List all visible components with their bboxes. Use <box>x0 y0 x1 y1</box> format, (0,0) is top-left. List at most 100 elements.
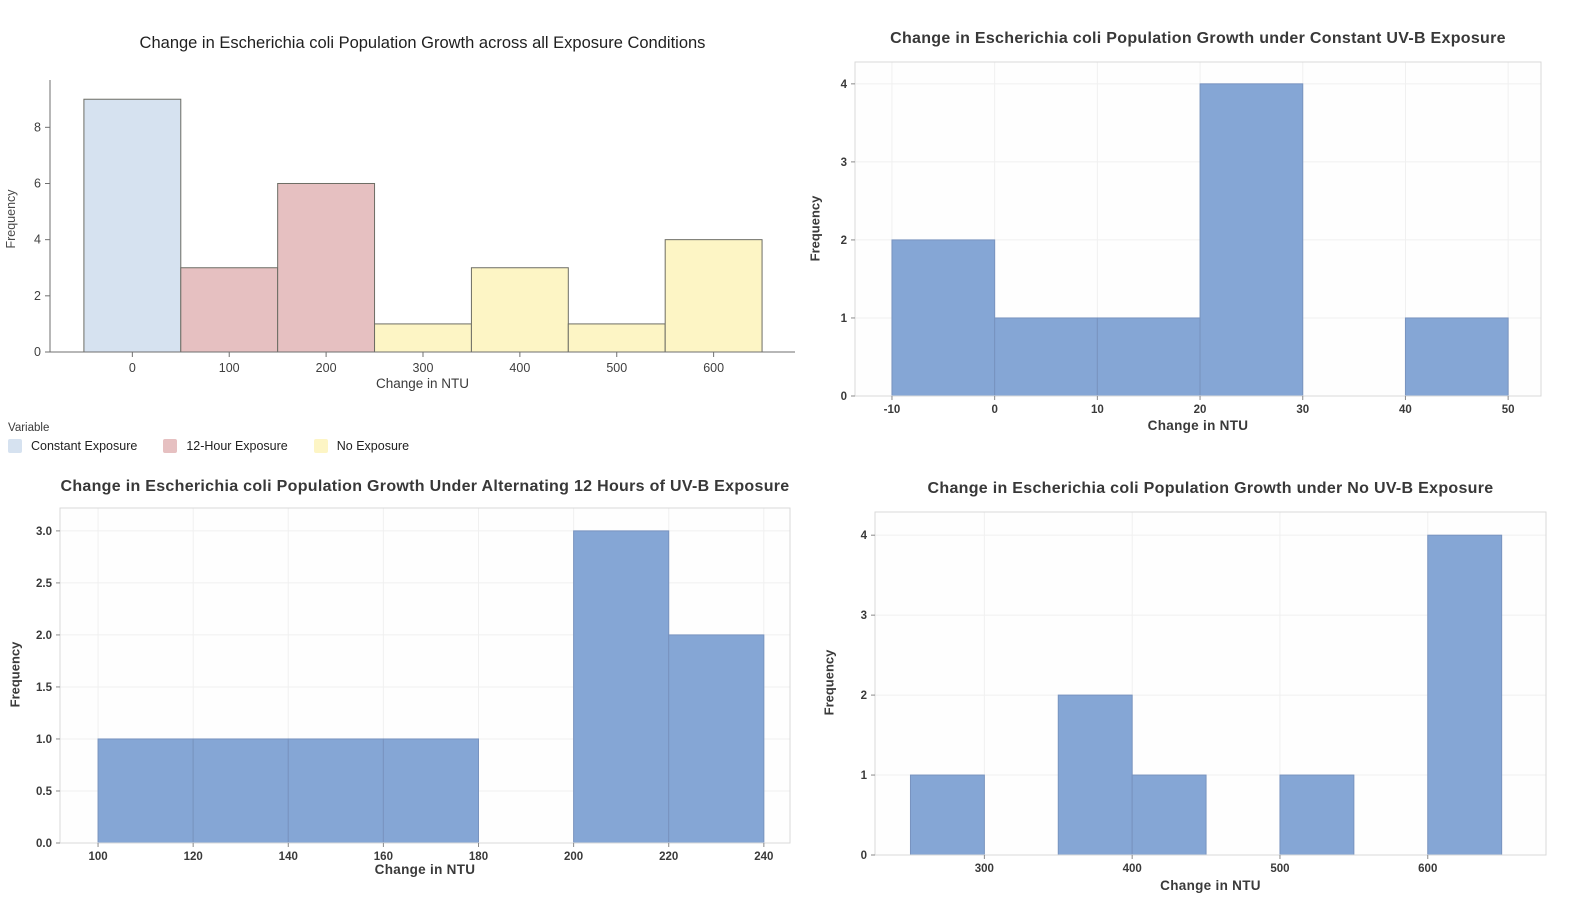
x-tick-label: 100 <box>88 851 107 863</box>
histogram-bar <box>1131 774 1207 856</box>
plot-border <box>874 511 1547 856</box>
chart-title: Change in Escherichia coli Population Gr… <box>139 34 706 52</box>
x-tick-label: 0 <box>129 361 136 375</box>
chart-no-uvb-exposure: Change in Escherichia coli Population Gr… <box>810 460 1573 919</box>
y-tick-label: 4 <box>34 233 41 247</box>
y-tick-label: 6 <box>34 176 41 190</box>
histogram-bar <box>470 267 569 353</box>
x-tick-label: 160 <box>374 851 393 863</box>
legend-title: Variable <box>8 422 50 434</box>
x-tick-label: 400 <box>509 361 530 375</box>
x-tick-label: 140 <box>279 851 298 863</box>
histogram-plot-all-conditions: 0 100 200 300 400 500 600 0 2 4 6 8 <box>34 80 795 375</box>
y-axis-label: Frequency <box>821 649 837 716</box>
x-tick-label: 500 <box>1270 863 1289 875</box>
x-tick-label: 600 <box>703 361 724 375</box>
histogram-plot-alternating-exposure: 100 120 140 160 180 200 220 240 0.0 0.5 1.0 1.5 2.0 2… <box>36 507 791 863</box>
x-tick-label: 30 <box>1296 404 1309 416</box>
legend-label: 12-Hour Exposure <box>186 439 288 453</box>
y-axis-label: Frequency <box>807 195 823 262</box>
legend-swatch-12-hour-exposure <box>163 439 178 453</box>
y-tick-label: 3.0 <box>36 526 52 538</box>
y-tick-label: 2.0 <box>36 630 52 642</box>
x-axis-label: Change in NTU <box>1147 418 1249 433</box>
histogram-bar <box>83 98 182 353</box>
x-tick-label: 10 <box>1091 404 1104 416</box>
y-tick-label: 4 <box>861 530 868 542</box>
x-tick-label: 0 <box>991 404 997 416</box>
legend-item-no-exposure: No Exposure <box>313 439 410 453</box>
histogram-bar <box>1199 83 1304 397</box>
histogram-bar <box>374 323 472 353</box>
y-axis-label: Frequency <box>7 641 23 708</box>
histogram-bar <box>382 738 480 844</box>
y-tick-label: 2 <box>34 289 41 303</box>
legend-label: Constant Exposure <box>31 439 138 453</box>
plot-border <box>854 61 1542 397</box>
x-tick-label: 100 <box>219 361 240 375</box>
histogram-bar <box>192 738 289 844</box>
x-tick-label: 200 <box>316 361 337 375</box>
legend-item-constant-exposure: Constant Exposure <box>8 439 137 453</box>
x-tick-label: 120 <box>184 851 203 863</box>
histogram-bar <box>1057 694 1133 856</box>
histogram-plot-constant-exposure: -10 0 10 20 30 40 50 0 1 2 3 4 <box>841 61 1542 416</box>
x-tick-label: 180 <box>469 851 488 863</box>
histogram-bar <box>891 239 996 397</box>
chart-constant-uvb-exposure: Change in Escherichia coli Population Gr… <box>800 0 1573 460</box>
histogram-bar <box>180 267 279 353</box>
chart-alternating-12-hour-uvb-exposure: Change in Escherichia coli Population Gr… <box>0 460 810 919</box>
x-tick-label: 50 <box>1502 404 1515 416</box>
y-tick-label: 3 <box>861 610 867 622</box>
y-tick-label: 0 <box>861 850 867 862</box>
x-tick-label: 240 <box>754 851 773 863</box>
y-tick-label: 0.5 <box>36 786 53 798</box>
histogram-bar <box>664 239 763 353</box>
histogram-bar <box>994 317 1098 397</box>
y-tick-label: 1.5 <box>36 682 53 694</box>
legend-swatch-constant-exposure <box>8 439 22 453</box>
y-tick-label: 2.5 <box>36 578 53 590</box>
x-tick-label: 220 <box>659 851 678 863</box>
histogram-bar <box>287 738 384 844</box>
x-axis-label: Change in NTU <box>374 862 476 877</box>
histogram-plot-no-exposure: 300 400 500 600 0 1 2 3 4 <box>861 511 1547 875</box>
y-tick-label: 8 <box>34 120 41 134</box>
chart-title: Change in Escherichia coli Population Gr… <box>890 30 1506 47</box>
legend-label: No Exposure <box>336 439 410 453</box>
y-tick-label: 1 <box>841 313 848 325</box>
histogram-bar <box>573 530 670 844</box>
histogram-bar <box>277 182 376 353</box>
legend: Variable Constant Exposure 12-Hour Expos… <box>8 422 409 453</box>
x-tick-label: 400 <box>1123 863 1142 875</box>
y-tick-label: 1.0 <box>36 734 52 746</box>
histogram-bar <box>97 738 194 844</box>
y-tick-label: 3 <box>841 157 847 169</box>
y-tick-label: 1 <box>861 770 868 782</box>
x-axis-label: Change in NTU <box>1160 878 1261 893</box>
chart-title: Change in Escherichia coli Population Gr… <box>60 478 790 495</box>
legend-item-12-hour-exposure: 12-Hour Exposure <box>163 439 288 453</box>
y-tick-label: 0 <box>34 345 41 359</box>
histogram-bar <box>1279 774 1355 856</box>
y-tick-label: 2 <box>861 690 867 702</box>
x-tick-label: 40 <box>1399 404 1412 416</box>
plot-border <box>59 507 791 844</box>
x-tick-label: 200 <box>564 851 583 863</box>
x-tick-label: 600 <box>1418 863 1437 875</box>
histogram-bar <box>1096 317 1201 397</box>
x-tick-label: 500 <box>606 361 627 375</box>
chart-title: Change in Escherichia coli Population Gr… <box>927 480 1494 497</box>
histogram-bar <box>909 774 985 856</box>
x-tick-label: 300 <box>413 361 434 375</box>
legend-swatch-no-exposure <box>313 439 328 453</box>
histogram-bar <box>1404 317 1509 397</box>
x-tick-label: 20 <box>1194 404 1207 416</box>
x-tick-label: -10 <box>884 404 901 416</box>
histogram-bar <box>567 323 666 353</box>
y-tick-label: 0.0 <box>36 838 52 850</box>
x-tick-label: 300 <box>975 863 994 875</box>
histogram-bar <box>668 634 765 844</box>
y-axis-label: Frequency <box>4 189 18 249</box>
legend-items: Constant Exposure 12-Hour Exposure No Ex… <box>8 439 409 453</box>
